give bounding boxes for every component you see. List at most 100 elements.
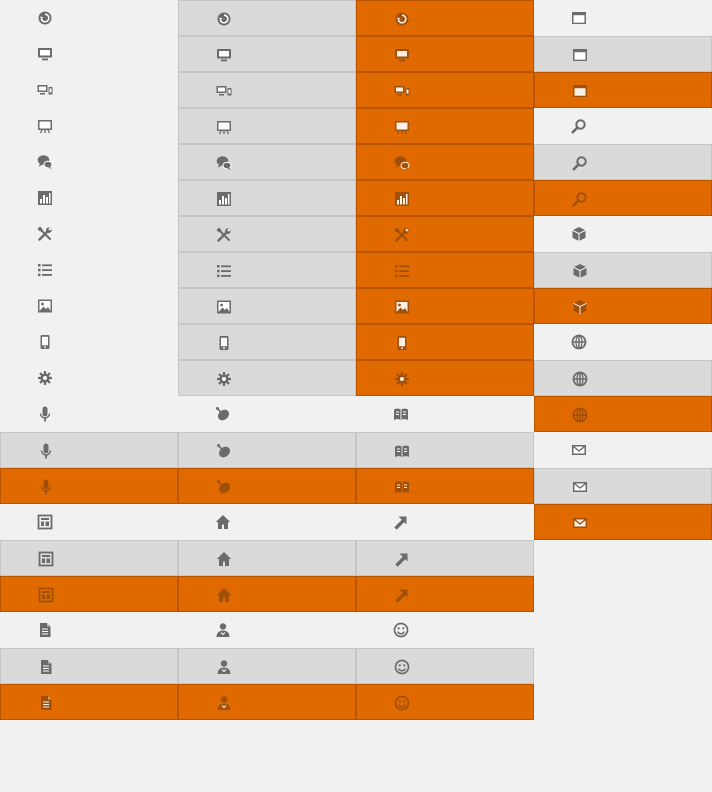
mail-orange-cell — [534, 504, 712, 540]
book-icon-glyph — [394, 408, 408, 420]
list-icon-glyph — [395, 265, 409, 278]
satellite-dish-icon-glyph — [216, 407, 230, 421]
microphone-normal-cell — [0, 396, 178, 432]
presentation-icon — [393, 118, 411, 136]
mail-icon-glyph — [573, 482, 587, 492]
search-icon-glyph — [572, 156, 587, 171]
mobile-icon — [393, 334, 411, 352]
mobile-normal-cell — [0, 324, 178, 360]
document-icon — [37, 658, 55, 676]
book-orange-cell — [356, 468, 534, 504]
settings-gear-gray-cell — [178, 360, 356, 396]
home-icon — [215, 550, 233, 568]
devices-icon-glyph — [216, 86, 232, 96]
chat-icon-glyph — [37, 155, 53, 169]
search-icon-glyph — [571, 119, 586, 134]
settings-gear-icon — [393, 370, 411, 388]
package-icon — [570, 225, 588, 243]
user-icon — [215, 694, 233, 712]
list-icon-glyph — [38, 264, 52, 277]
document-icon-glyph — [41, 696, 52, 710]
satellite-dish-gray-cell — [178, 432, 356, 468]
settings-gear-icon-glyph — [395, 372, 409, 386]
chat-icon-glyph — [394, 156, 410, 170]
monitor-orange-cell — [356, 36, 534, 72]
globe-icon-glyph — [571, 334, 587, 350]
globe-icon-glyph — [572, 371, 588, 387]
document-orange-cell — [0, 684, 178, 720]
chat-icon — [36, 153, 54, 171]
window-icon — [571, 82, 589, 100]
user-orange-cell — [178, 684, 356, 720]
satellite-dish-icon-glyph — [217, 480, 231, 494]
package-gray-cell — [534, 252, 712, 288]
chat-icon-glyph — [216, 156, 232, 170]
satellite-dish-icon-glyph — [217, 444, 231, 458]
bar-chart-icon — [36, 189, 54, 207]
arrow-orange-cell — [356, 576, 534, 612]
devices-icon — [393, 82, 411, 100]
window-icon — [571, 46, 589, 64]
arrow-icon — [393, 586, 411, 604]
arrow-icon-glyph — [394, 516, 407, 530]
search-icon — [571, 154, 589, 172]
list-normal-cell — [0, 252, 178, 288]
presentation-icon-glyph — [395, 121, 409, 135]
globe-normal-cell — [534, 324, 712, 360]
image-orange-cell — [356, 288, 534, 324]
satellite-dish-icon — [215, 478, 233, 496]
settings-gear-icon — [215, 370, 233, 388]
user-normal-cell — [178, 612, 356, 648]
devices-icon — [36, 81, 54, 99]
home-icon-glyph — [216, 552, 232, 566]
refresh-icon-glyph — [395, 12, 409, 26]
tools-icon — [36, 225, 54, 243]
home-gray-cell — [178, 540, 356, 576]
devices-gray-cell — [178, 72, 356, 108]
chat-orange-cell — [356, 144, 534, 180]
globe-gray-cell — [534, 360, 712, 396]
refresh-gray-cell — [178, 0, 356, 36]
book-icon — [393, 442, 411, 460]
bar-chart-orange-cell — [356, 180, 534, 216]
list-orange-cell — [356, 252, 534, 288]
bar-chart-icon-glyph — [217, 192, 231, 206]
smiley-icon-glyph — [393, 622, 409, 638]
window-icon-glyph — [572, 12, 586, 24]
settings-gear-icon-glyph — [38, 371, 52, 385]
arrow-icon — [393, 550, 411, 568]
mobile-icon — [215, 334, 233, 352]
monitor-icon-glyph — [395, 49, 409, 62]
list-icon-glyph — [217, 265, 231, 278]
list-icon — [393, 262, 411, 280]
microphone-icon-glyph — [40, 479, 52, 495]
user-gray-cell — [178, 648, 356, 684]
image-icon-glyph — [38, 299, 52, 313]
window-icon-glyph — [573, 49, 587, 61]
tools-normal-cell — [0, 216, 178, 252]
arrow-icon-glyph — [395, 589, 408, 603]
document-icon — [36, 621, 54, 639]
search-icon — [570, 117, 588, 135]
presentation-gray-cell — [178, 108, 356, 144]
image-icon — [393, 298, 411, 316]
user-icon-glyph — [217, 660, 231, 674]
search-gray-cell — [534, 144, 712, 180]
book-gray-cell — [356, 432, 534, 468]
chat-normal-cell — [0, 144, 178, 180]
microphone-icon — [36, 405, 54, 423]
smiley-icon — [393, 658, 411, 676]
globe-orange-cell — [534, 396, 712, 432]
monitor-normal-cell — [0, 36, 178, 72]
layout-normal-cell — [0, 504, 178, 540]
smiley-gray-cell — [356, 648, 534, 684]
document-icon — [37, 694, 55, 712]
chat-gray-cell — [178, 144, 356, 180]
user-icon — [215, 658, 233, 676]
list-gray-cell — [178, 252, 356, 288]
bar-chart-icon — [393, 190, 411, 208]
presentation-icon-glyph — [38, 120, 52, 134]
mobile-icon-glyph — [219, 336, 229, 350]
refresh-icon — [215, 10, 233, 28]
mobile-gray-cell — [178, 324, 356, 360]
